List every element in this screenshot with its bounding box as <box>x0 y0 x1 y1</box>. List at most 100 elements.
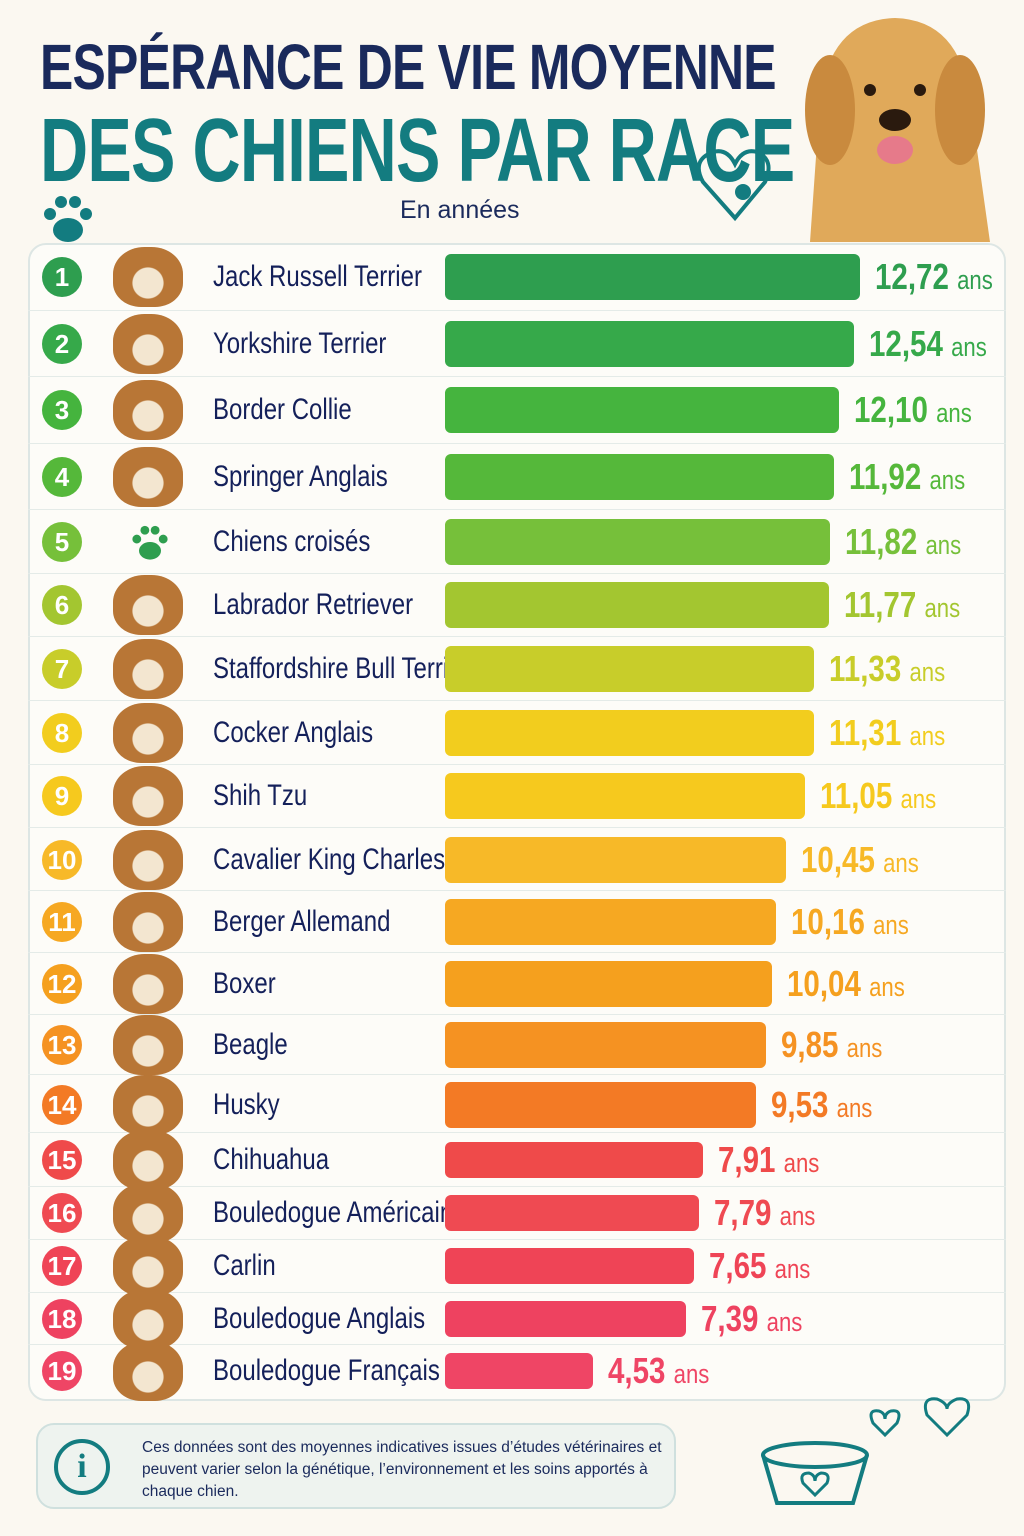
rank-badge: 18 <box>42 1299 82 1339</box>
rank-badge: 10 <box>42 840 82 880</box>
value-label: 4,53 ans <box>607 1350 710 1391</box>
bar <box>445 1022 767 1068</box>
bar <box>445 454 834 500</box>
rank-badge: 5 <box>42 522 82 562</box>
title-line-1: ESPÉRANCE DE VIE MOYENNE <box>40 31 777 103</box>
dog-photo <box>113 766 183 826</box>
rank-badge: 9 <box>42 776 82 816</box>
dog-photo <box>113 1075 183 1135</box>
breed-name: Chihuahua <box>213 1143 330 1176</box>
bar <box>445 519 831 565</box>
bar <box>445 1142 703 1178</box>
chart-row: 11 Berger Allemand 10,16 ans <box>28 891 1006 953</box>
dog-photo <box>113 1130 183 1190</box>
chart-row: 2 Yorkshire Terrier 12,54 ans <box>28 311 1006 377</box>
rank-badge: 6 <box>42 585 82 625</box>
bar <box>445 646 815 692</box>
rank-badge: 13 <box>42 1025 82 1065</box>
chart-row: 7 Staffordshire Bull Terrier 11,33 ans <box>28 637 1006 701</box>
bar <box>445 321 854 367</box>
breed-name: Bouledogue Anglais <box>213 1302 426 1335</box>
rank-badge: 11 <box>42 902 82 942</box>
value-label: 11,33 ans <box>829 648 946 689</box>
breed-name: Jack Russell Terrier <box>213 260 422 293</box>
breed-name: Labrador Retriever <box>213 588 414 621</box>
bar <box>445 387 840 433</box>
breed-name: Chiens croisés <box>213 525 371 558</box>
chart-row: 18 Bouledogue Anglais 7,39 ans <box>28 1289 1006 1349</box>
breed-name: Cavalier King Charles <box>213 843 446 876</box>
chart-row: 9 Shih Tzu 11,05 ans <box>28 765 1006 828</box>
rank-badge: 14 <box>42 1085 82 1125</box>
rank-badge: 7 <box>42 649 82 689</box>
chart-row: 8 Cocker Anglais 11,31 ans <box>28 701 1006 765</box>
breed-name: Cocker Anglais <box>213 716 374 749</box>
bar <box>445 1082 756 1128</box>
info-note: i Ces données sont des moyennes indicati… <box>36 1423 676 1509</box>
chart-row: 16 Bouledogue Américain 7,79 ans <box>28 1183 1006 1243</box>
bar <box>445 710 814 756</box>
chart-row: 3 Border Collie 12,10 ans <box>28 377 1006 444</box>
dog-bowl-hearts-icon <box>761 1397 971 1505</box>
breed-name: Beagle <box>213 1028 288 1061</box>
value-label: 7,39 ans <box>700 1298 803 1339</box>
chart-row: 14 Husky 9,53 ans <box>28 1075 1006 1135</box>
breed-name: Bouledogue Américain <box>213 1196 454 1229</box>
bar <box>445 837 786 883</box>
dog-photo <box>113 639 183 699</box>
breed-name: Shih Tzu <box>213 779 308 812</box>
dog-photo <box>113 830 183 890</box>
dog-photo <box>113 447 183 507</box>
bar <box>445 1301 686 1337</box>
value-label: 9,53 ans <box>770 1084 873 1125</box>
value-label: 12,54 ans <box>868 323 987 364</box>
value-label: 12,10 ans <box>854 389 973 430</box>
dog-photo <box>113 247 183 307</box>
dog-photo <box>113 1289 183 1349</box>
bar <box>445 1353 593 1389</box>
info-icon: i <box>54 1439 110 1495</box>
value-label: 11,82 ans <box>845 521 962 562</box>
footer-note-text: Ces données sont des moyennes indicative… <box>142 1439 662 1500</box>
rank-badge: 12 <box>42 964 82 1004</box>
bar <box>445 1195 699 1231</box>
paw-icon <box>44 196 92 242</box>
value-label: 10,45 ans <box>800 839 919 880</box>
value-label: 11,05 ans <box>820 775 937 816</box>
value-label: 12,72 ans <box>874 256 993 297</box>
dog-photo <box>113 1236 183 1296</box>
value-label: 7,65 ans <box>709 1245 811 1286</box>
rank-badge: 8 <box>42 713 82 753</box>
chart-row: 10 Cavalier King Charles 10,45 ans <box>28 828 1006 891</box>
bar <box>445 899 777 945</box>
value-label: 9,85 ans <box>781 1024 883 1065</box>
chart-row: 15 Chihuahua 7,91 ans <box>28 1130 1006 1190</box>
chart-row: 1 Jack Russell Terrier 12,72 ans <box>28 245 1006 311</box>
value-label: 10,04 ans <box>787 963 906 1004</box>
rank-badge: 1 <box>42 257 82 297</box>
bar <box>445 961 773 1007</box>
chart-row: 13 Beagle 9,85 ans <box>28 1015 1006 1075</box>
breed-name: Berger Allemand <box>213 905 391 938</box>
paw-icon <box>132 525 168 560</box>
breed-name: Border Collie <box>213 393 352 426</box>
breed-name: Springer Anglais <box>213 460 388 493</box>
breed-name: Boxer <box>213 967 276 1000</box>
rank-badge: 2 <box>42 324 82 364</box>
value-label: 7,91 ans <box>717 1139 820 1180</box>
value-label: 10,16 ans <box>791 901 910 942</box>
chart-row: 4 Springer Anglais 11,92 ans <box>28 444 1006 510</box>
golden-retriever-illustration <box>805 18 990 242</box>
title-line-2: DES CHIENS PAR RACE <box>40 101 795 201</box>
rank-badge: 17 <box>42 1246 82 1286</box>
dog-photo <box>113 575 183 635</box>
dog-photo <box>113 1183 183 1243</box>
rank-badge: 16 <box>42 1193 82 1233</box>
rank-badge: 3 <box>42 390 82 430</box>
dog-photo <box>113 1341 183 1401</box>
chart-row: 6 Labrador Retriever 11,77 ans <box>28 574 1006 637</box>
chart-row: 12 Boxer 10,04 ans <box>28 953 1006 1015</box>
bar <box>445 582 829 628</box>
chart-row: 5 Chiens croisés 11,82 ans <box>28 510 1006 574</box>
bar <box>445 254 860 300</box>
